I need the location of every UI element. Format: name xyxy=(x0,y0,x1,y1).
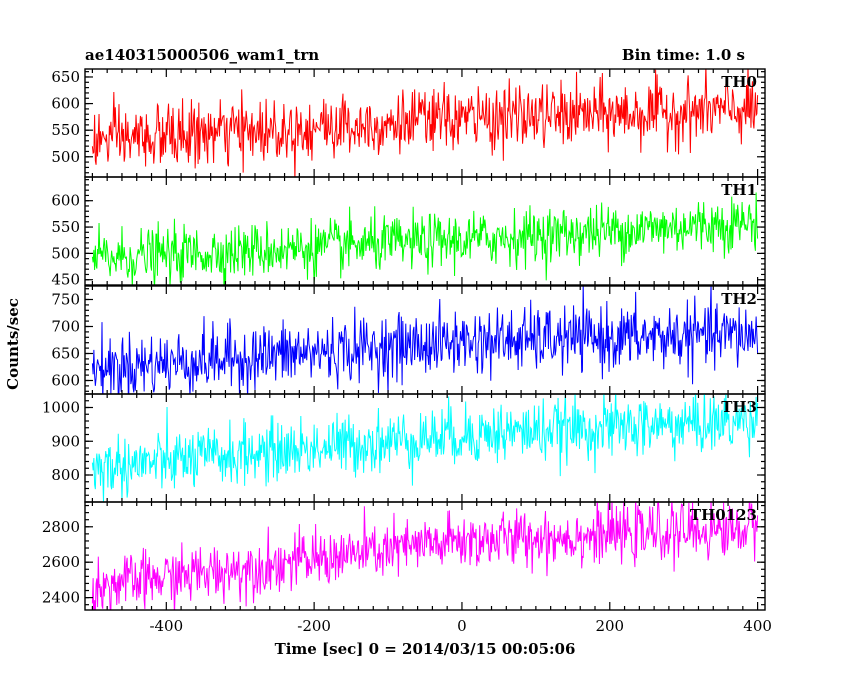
y-tick-label: 2400 xyxy=(42,589,80,607)
y-tick-label: 750 xyxy=(51,291,80,309)
y-tick-label: 500 xyxy=(51,148,80,166)
y-tick-label: 650 xyxy=(51,345,80,363)
panel-label: TH2 xyxy=(721,290,757,308)
panel-label: TH1 xyxy=(721,181,757,199)
series-line-th0 xyxy=(91,69,759,177)
panel-label: TH0123 xyxy=(690,506,757,524)
y-tick-label: 600 xyxy=(51,95,80,113)
panel-label: TH3 xyxy=(721,398,757,416)
panel-th3: TH3 800 900 1000 xyxy=(42,393,766,503)
panel-frame xyxy=(84,176,766,286)
x-tick-label: -400 xyxy=(149,617,183,635)
x-tick-label: -200 xyxy=(297,617,331,635)
series-line-th2 xyxy=(91,286,759,394)
y-tick-label: 900 xyxy=(51,432,80,450)
y-tick-label: 2800 xyxy=(42,518,80,536)
y-tick-label: 600 xyxy=(51,192,80,210)
x-tick-label: 0 xyxy=(457,617,467,635)
x-axis: -400 -200 0 200 400 xyxy=(149,617,771,635)
x-axis-label: Time [sec] 0 = 2014/03/15 00:05:06 xyxy=(275,640,576,658)
panel-th0123: TH0123 2400 2600 2800 xyxy=(42,501,766,611)
panel-th2: TH2 600 650 700 750 xyxy=(51,285,766,395)
series-line-th0123 xyxy=(91,502,759,610)
panel-th1: TH1 450 500 550 600 xyxy=(51,176,766,289)
panel-frame xyxy=(84,501,766,611)
y-tick-label: 1000 xyxy=(42,399,80,417)
y-tick-label: 2600 xyxy=(42,553,80,571)
y-tick-label: 700 xyxy=(51,318,80,336)
observation-id-title: ae140315000506_wam1_trn xyxy=(85,46,319,64)
x-tick-label: 200 xyxy=(595,617,624,635)
panel-label: TH0 xyxy=(721,73,757,91)
panel-frame xyxy=(84,393,766,503)
panels-group: TH0 500 550 600 650 TH1 450 500 550 600 TH2 600 650 7… xyxy=(42,68,766,611)
y-tick-label: 550 xyxy=(51,121,80,139)
y-tick-label: 500 xyxy=(51,244,80,262)
panel-th0: TH0 500 550 600 650 xyxy=(51,68,766,178)
y-axis-label: Counts/sec xyxy=(4,298,22,390)
bin-time-label: Bin time: 1.0 s xyxy=(622,46,745,64)
y-tick-label: 650 xyxy=(51,68,80,86)
panel-frame xyxy=(84,68,766,178)
y-tick-label: 450 xyxy=(51,271,80,289)
y-tick-label: 600 xyxy=(51,372,80,390)
y-tick-label: 800 xyxy=(51,466,80,484)
y-tick-label: 550 xyxy=(51,218,80,236)
series-line-th3 xyxy=(91,394,759,502)
series-line-th1 xyxy=(91,192,759,285)
x-tick-label: 400 xyxy=(743,617,772,635)
